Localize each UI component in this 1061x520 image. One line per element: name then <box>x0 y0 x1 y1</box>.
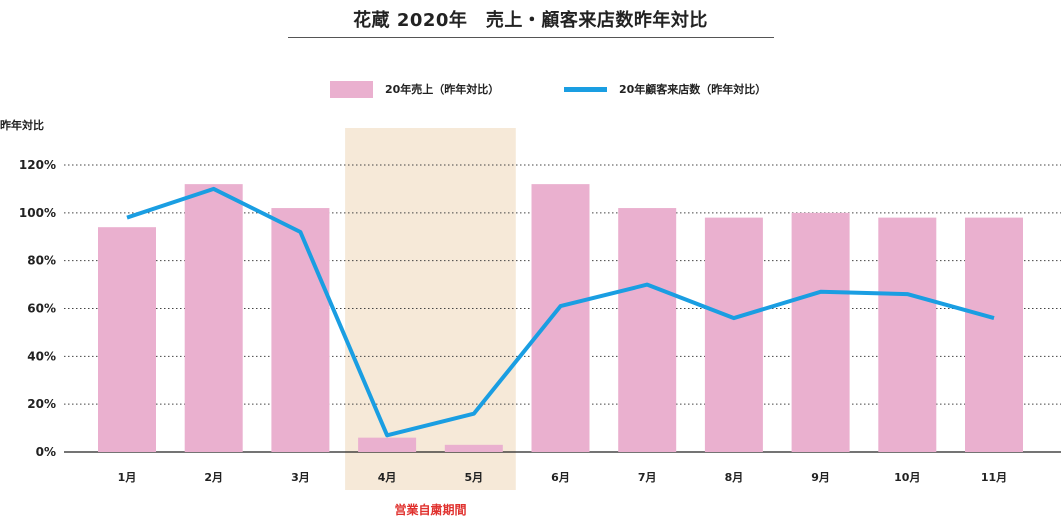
x-tick-label: 10月 <box>894 471 920 484</box>
chart-title: 花蔵 2020年 売上・顧客来店数昨年対比 <box>353 10 708 31</box>
legend-swatch-bar <box>330 80 373 98</box>
x-tick-label: 3月 <box>291 471 310 484</box>
x-tick-label: 8月 <box>725 471 744 484</box>
bar <box>184 184 243 452</box>
y-tick-label: 40% <box>27 349 56 363</box>
legend-swatch-line <box>564 86 607 92</box>
x-tick-label: 4月 <box>378 471 397 484</box>
x-tick-label: 11月 <box>981 471 1007 484</box>
highlight-label: 営業自粛期間 <box>394 502 466 517</box>
y-tick-label: 60% <box>27 302 56 316</box>
legend-item-sales: 20年売上（昨年対比） <box>330 79 499 99</box>
legend-item-visitors: 20年顧客来店数（昨年対比） <box>564 79 766 99</box>
x-tick-label: 2月 <box>204 471 223 484</box>
y-tick-label: 0% <box>36 445 56 459</box>
x-tick-label: 5月 <box>464 471 483 484</box>
highlight-band <box>345 128 516 490</box>
x-tick-label: 9月 <box>811 471 830 484</box>
bar <box>271 208 330 452</box>
bar <box>531 184 590 452</box>
x-tick-label: 7月 <box>638 471 657 484</box>
bar <box>965 217 1023 452</box>
legend-label-sales: 20年売上（昨年対比） <box>385 83 500 96</box>
series-line <box>126 186 995 438</box>
y-tick-label: 120% <box>19 158 56 172</box>
title-underline <box>288 37 774 38</box>
y-axis-label: 昨年対比 <box>0 119 44 132</box>
bar <box>98 227 156 452</box>
y-tick-label: 80% <box>27 254 56 268</box>
x-tick-label: 6月 <box>551 471 570 484</box>
bar <box>444 444 503 452</box>
bar <box>704 217 763 452</box>
bar <box>878 217 937 452</box>
bar <box>358 437 417 452</box>
bar <box>618 208 677 452</box>
x-tick-label: 1月 <box>118 471 137 484</box>
y-tick-label: 100% <box>19 206 56 220</box>
bar <box>791 212 850 452</box>
legend-label-visitors: 20年顧客来店数（昨年対比） <box>619 83 767 96</box>
y-tick-label: 20% <box>27 397 56 411</box>
